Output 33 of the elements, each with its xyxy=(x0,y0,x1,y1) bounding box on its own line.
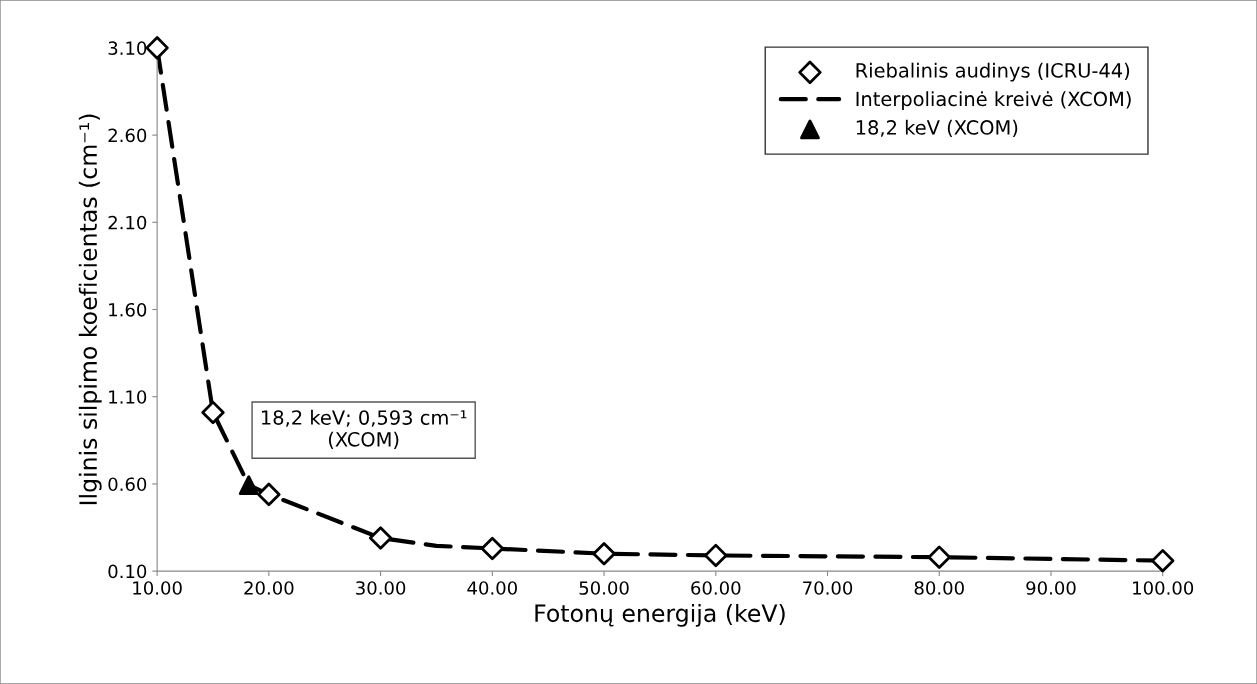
point xyxy=(592,542,616,566)
point xyxy=(480,536,505,561)
point xyxy=(238,475,259,496)
legend-label: Interpoliacinė kreivė (XCOM) xyxy=(856,91,1131,111)
legend-label: 18,2 keV (XCOM) xyxy=(856,119,1018,138)
y-tick-label: 2.10 xyxy=(108,215,147,230)
y-tick-label: 2.60 xyxy=(108,128,147,143)
point xyxy=(1151,548,1175,573)
x-tick-label: 40.00 xyxy=(467,581,517,595)
legend-label: Riebalinis audinys (ICRU-44) xyxy=(856,62,1130,82)
x-axis-title: Fotonų energija (keV) xyxy=(535,603,785,627)
y-axis-title: Ilginis silpimo koeficientas (cm⁻¹) xyxy=(78,114,102,505)
x-tick-label: 90.00 xyxy=(1026,581,1076,595)
point xyxy=(145,36,169,60)
point xyxy=(201,400,225,425)
x-tick-label: 50.00 xyxy=(579,581,629,595)
point xyxy=(927,545,951,569)
x-tick-label: 70.00 xyxy=(803,581,853,595)
x-tick-label: 30.00 xyxy=(356,581,406,595)
y-tick-label: 0.60 xyxy=(108,477,147,492)
point xyxy=(704,543,728,568)
point xyxy=(257,482,281,507)
y-tick-label: 3.10 xyxy=(108,41,147,55)
y-tick-label: 1.60 xyxy=(109,302,147,317)
x-tick-label: 100.00 xyxy=(1133,581,1194,595)
x-tick-label: 80.00 xyxy=(914,581,964,595)
x-tick-label: 10.00 xyxy=(133,581,182,595)
x-tick-label: 60.00 xyxy=(691,581,741,595)
annotation: 18,2 keV; 0,593 cm⁻¹ (XCOM) xyxy=(261,409,467,449)
y-tick-label: 0.10 xyxy=(108,564,147,579)
point xyxy=(368,526,393,550)
x-tick-label: 20.00 xyxy=(244,581,294,595)
y-tick-label: 1.10 xyxy=(109,390,147,404)
